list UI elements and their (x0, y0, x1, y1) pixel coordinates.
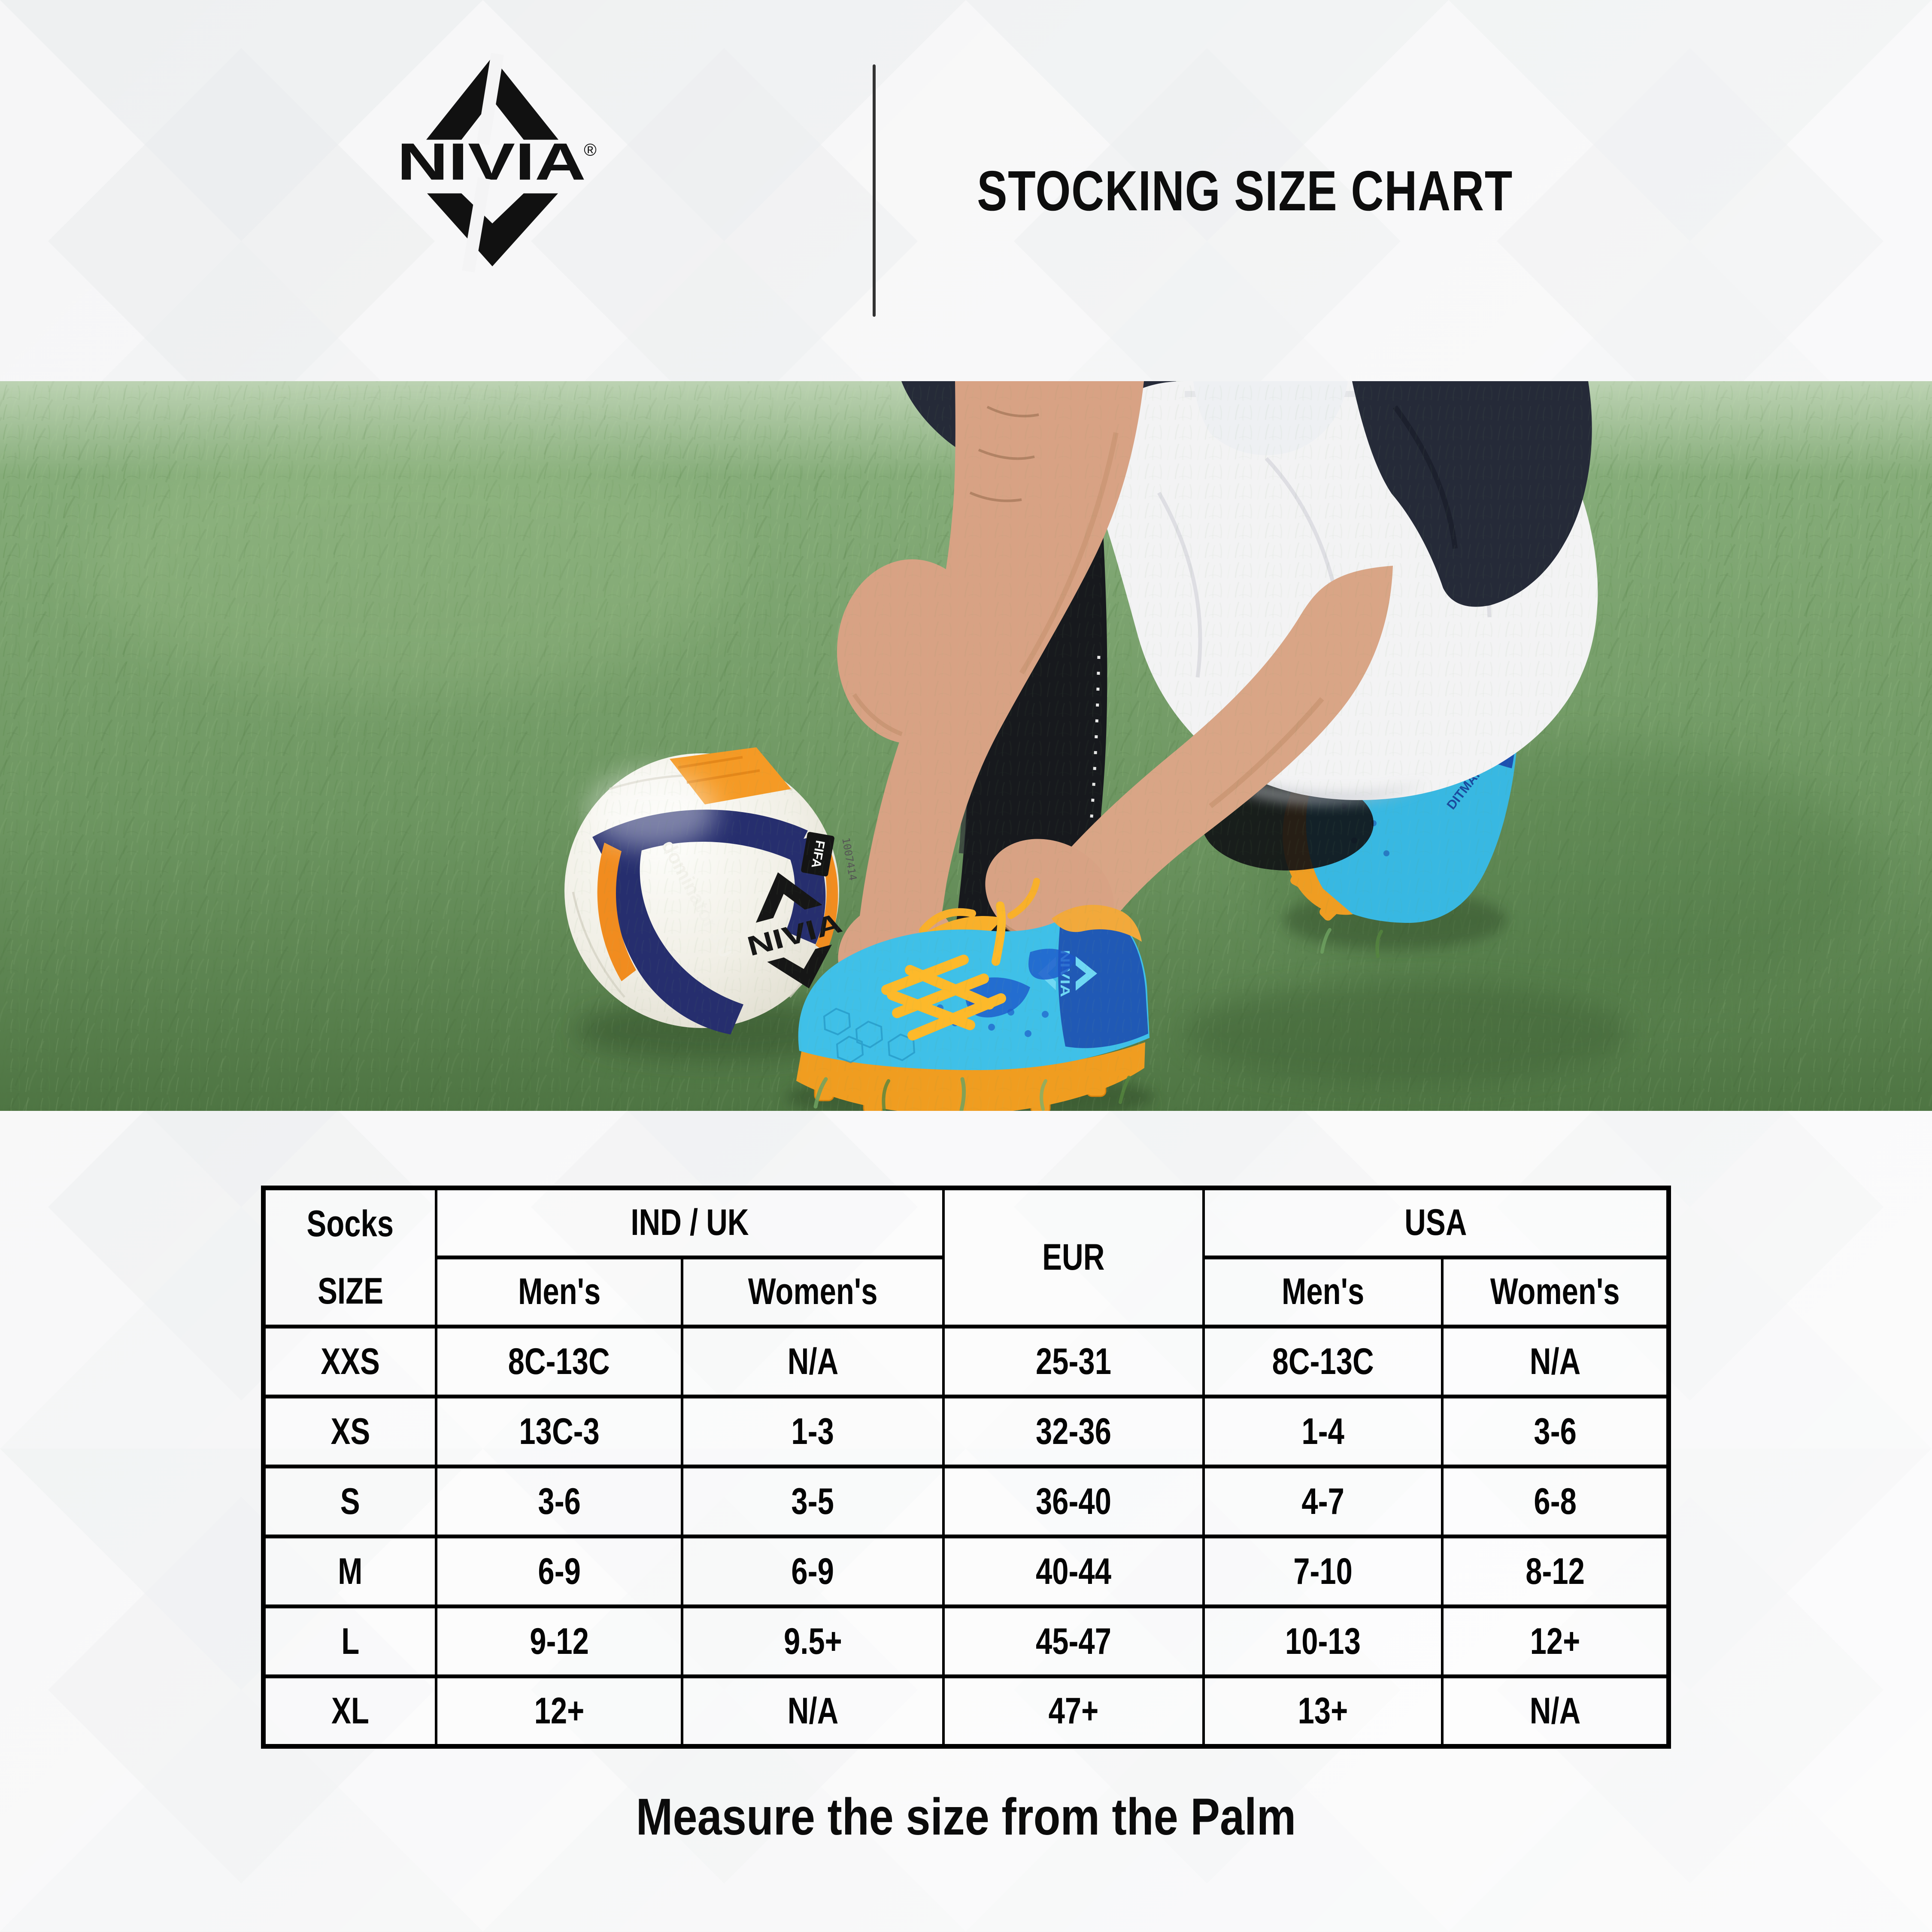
registered-mark: ® (584, 141, 596, 160)
usa-women-cell: N/A (1441, 1325, 1670, 1399)
ind-uk-women-cell: 3-5 (681, 1465, 945, 1539)
nivia-logo: NIVIA ® (397, 53, 597, 273)
usa-women-cell: 8-12 (1441, 1535, 1670, 1609)
ind-uk-men-cell: 3-6 (435, 1465, 684, 1539)
ind-uk-women-header: Women's (681, 1255, 945, 1329)
size-table-section: Socks SIZE IND / UK EUR USA Men's Women'… (261, 1186, 1671, 1749)
ind-uk-women-cell: N/A (681, 1325, 945, 1399)
table-row: L 9-12 9.5+ 45-47 10-13 12+ (262, 1604, 1670, 1679)
usa-men-cell: 7-10 (1202, 1535, 1444, 1609)
ind-uk-men-cell: 12+ (435, 1674, 684, 1749)
size-cell: S (262, 1465, 438, 1539)
eur-cell: 45-47 (942, 1604, 1205, 1679)
eur-cell: 40-44 (942, 1535, 1205, 1609)
ind-uk-men-cell: 9-12 (435, 1604, 684, 1679)
usa-men-cell: 13+ (1202, 1674, 1444, 1749)
header-divider (873, 64, 876, 317)
size-table: Socks SIZE IND / UK EUR USA Men's Women'… (261, 1186, 1671, 1749)
sub-header-row: Men's Women's Men's Women's (264, 1255, 1670, 1329)
ind-uk-men-cell: 6-9 (435, 1535, 684, 1609)
usa-women-cell: N/A (1441, 1674, 1670, 1749)
brand-chevron-down-icon (427, 177, 558, 273)
corner-header: Socks SIZE (262, 1186, 438, 1329)
measurement-note-text: Measure the size from the Palm (636, 1787, 1296, 1846)
usa-men-cell: 4-7 (1202, 1465, 1444, 1539)
usa-women-cell: 12+ (1441, 1604, 1670, 1679)
product-photo: dominator 3.0 NIVIA FIFA 1007414 (0, 381, 1932, 1111)
usa-men-header: Men's (1202, 1255, 1444, 1329)
brand-wordmark: NIVIA (397, 133, 586, 191)
table-row: S 3-6 3-5 36-40 4-7 6-8 (262, 1465, 1670, 1539)
usa-men-cell: 8C-13C (1202, 1325, 1444, 1399)
measurement-note: Measure the size from the Palm (0, 1786, 1932, 1847)
photo-scene: dominator 3.0 NIVIA FIFA 1007414 (0, 381, 1932, 1111)
size-cell: XL (262, 1674, 438, 1749)
table-row: XL 12+ N/A 47+ 13+ N/A (262, 1674, 1670, 1749)
usa-men-cell: 1-4 (1202, 1395, 1444, 1469)
usa-men-cell: 10-13 (1202, 1604, 1444, 1679)
group-header-eur: EUR (942, 1186, 1205, 1329)
ind-uk-men-header: Men's (435, 1255, 684, 1329)
usa-women-header: Women's (1441, 1255, 1670, 1329)
group-header-row: Socks SIZE IND / UK EUR USA (262, 1186, 1670, 1329)
page-title-text: STOCKING SIZE CHART (977, 159, 1513, 222)
size-cell: XS (262, 1395, 438, 1469)
ind-uk-women-cell: N/A (681, 1674, 945, 1749)
page-title: STOCKING SIZE CHART (884, 160, 1605, 222)
table-row: M 6-9 6-9 40-44 7-10 8-12 (262, 1535, 1670, 1609)
eur-cell: 25-31 (942, 1325, 1205, 1399)
table-row: XXS 8C-13C N/A 25-31 8C-13C N/A (262, 1325, 1670, 1399)
size-cell: L (262, 1604, 438, 1679)
ind-uk-women-cell: 9.5+ (681, 1604, 945, 1679)
brand-chevron-up-icon (426, 53, 558, 145)
usa-women-cell: 6-8 (1441, 1465, 1670, 1539)
table-row: XS 13C-3 1-3 32-36 1-4 3-6 (262, 1395, 1670, 1469)
group-header-ind-uk: IND / UK (435, 1186, 945, 1259)
corner-line1: Socks (306, 1203, 394, 1244)
ind-uk-women-cell: 1-3 (681, 1395, 945, 1469)
eur-cell: 47+ (942, 1674, 1205, 1749)
eur-cell: 32-36 (942, 1395, 1205, 1469)
ind-uk-men-cell: 8C-13C (435, 1325, 684, 1399)
size-cell: XXS (262, 1325, 438, 1399)
size-cell: M (262, 1535, 438, 1609)
header: NIVIA ® STOCKING SIZE CHART (0, 0, 1932, 381)
corner-line2: SIZE (317, 1270, 383, 1312)
usa-women-cell: 3-6 (1441, 1395, 1670, 1469)
eur-cell: 36-40 (942, 1465, 1205, 1539)
ind-uk-women-cell: 6-9 (681, 1535, 945, 1609)
group-header-usa: USA (1202, 1186, 1670, 1259)
ind-uk-men-cell: 13C-3 (435, 1395, 684, 1469)
